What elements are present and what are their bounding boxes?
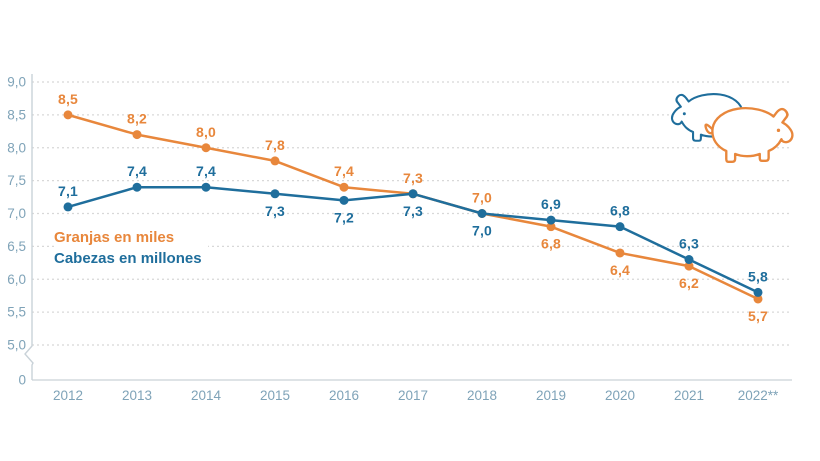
data-point-label: 8,2 [127,111,147,127]
y-tick-label: 7,5 [7,173,26,188]
x-tick-label: 2013 [122,388,152,403]
y-tick-label: 8,0 [7,140,26,155]
data-point [63,110,73,120]
data-point-label: 8,0 [196,124,216,140]
y-tick-label: 6,5 [7,239,26,254]
x-tick-label: 2020 [605,388,635,403]
data-point [546,222,556,232]
pigs-illustration [670,93,794,164]
data-point-label: 6,4 [610,262,630,278]
x-tick-label: 2022** [738,388,779,403]
data-point [615,222,625,232]
legend-item-granjas: Granjas en miles [54,229,175,246]
data-point [270,189,280,199]
data-point [546,215,556,225]
data-point [753,294,763,304]
chart-legend: Granjas en miles Cabezas en millones [54,226,208,270]
data-point-label: 5,7 [748,308,768,324]
data-point-label: 6,9 [541,196,561,212]
data-point-label: 6,8 [610,203,630,219]
data-point-label: 7,0 [472,223,492,239]
data-point-label: 7,1 [58,183,78,199]
data-point [477,209,487,218]
data-point-label: 6,3 [679,236,699,252]
data-point-label: 7,4 [127,163,147,179]
data-point-label: 7,3 [403,203,423,219]
y-tick-label: 9,0 [7,75,26,90]
data-point-label: 7,0 [472,190,492,206]
x-tick-label: 2016 [329,388,359,403]
data-point-label: 5,8 [748,268,768,284]
data-point [339,195,349,205]
data-point [132,182,142,192]
data-point-label: 7,3 [403,170,423,186]
data-point [684,261,694,271]
pig-icon-orange [704,107,794,164]
x-tick-label: 2019 [536,388,566,403]
data-point-label: 6,2 [679,275,699,291]
data-point [201,182,211,192]
x-tick-label: 2018 [467,388,497,403]
legend-item-cabezas: Cabezas en millones [54,250,202,267]
x-tick-label: 2012 [53,388,83,403]
x-tick-label: 2015 [260,388,290,403]
data-point [132,130,142,140]
data-point-label: 8,5 [58,91,78,107]
y-tick-label: 5,0 [7,338,26,353]
data-point [339,182,349,192]
data-point [408,189,418,199]
data-point [615,248,625,258]
x-tick-label: 2021 [674,388,704,403]
y-tick-label: 7,0 [7,206,26,221]
x-tick-label: 2014 [191,388,222,403]
data-point-label: 7,4 [196,163,216,179]
y-tick-label: 6,0 [7,272,26,287]
data-point [270,156,280,166]
data-point-label: 7,8 [265,137,285,153]
y-tick-label: 5,5 [7,305,26,320]
data-point [753,287,763,297]
data-point [201,143,211,153]
y-tick-label: 8,5 [7,107,26,122]
data-point-label: 6,8 [541,236,561,252]
x-tick-label: 2017 [398,388,428,403]
data-point [63,202,73,212]
y-axis-line [24,74,34,380]
data-point [684,255,694,265]
data-point-label: 7,2 [334,209,354,225]
data-point-label: 7,4 [334,163,354,179]
y-zero-label: 0 [18,373,26,388]
data-point-label: 7,3 [265,203,285,219]
